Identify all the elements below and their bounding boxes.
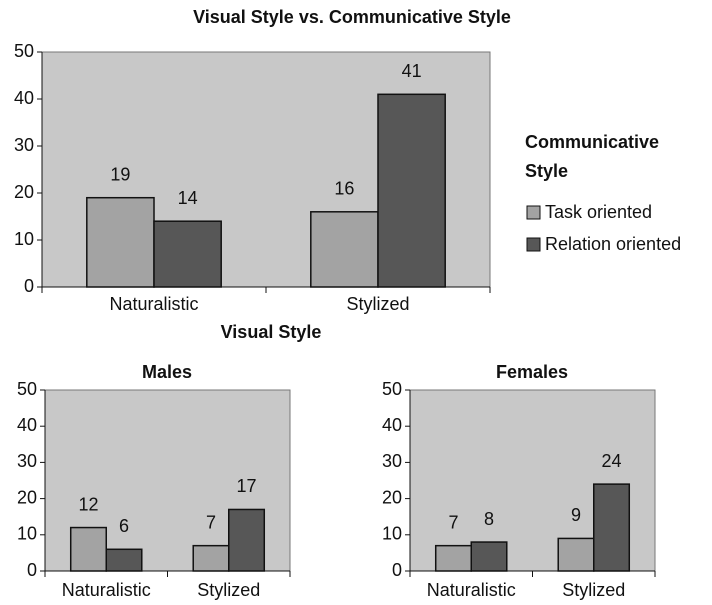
data-label: 6	[119, 516, 129, 536]
data-label: 19	[110, 164, 130, 184]
legend-title: Communicative Style	[525, 132, 664, 181]
bar	[377, 93, 446, 288]
y-tick-label: 20	[17, 487, 37, 507]
data-label: 12	[78, 494, 98, 514]
x-tick-label: Stylized	[346, 294, 409, 314]
y-tick-label: 50	[382, 379, 402, 399]
y-tick-label: 20	[382, 487, 402, 507]
bar	[153, 220, 222, 288]
chart-title: Females	[496, 362, 568, 382]
bar	[434, 544, 473, 572]
data-label: 17	[236, 476, 256, 496]
data-label: 14	[178, 188, 198, 208]
bar	[470, 541, 508, 572]
data-label: 7	[206, 512, 216, 532]
bar	[86, 196, 155, 288]
y-tick-label: 50	[14, 41, 34, 61]
legend-swatch	[526, 237, 541, 252]
data-label: 9	[571, 505, 581, 525]
bar	[310, 211, 379, 288]
bar	[192, 544, 230, 572]
y-tick-label: 30	[14, 135, 34, 155]
x-axis-label: Visual Style	[221, 322, 322, 342]
data-label: 7	[448, 512, 458, 532]
data-label: 16	[334, 179, 354, 199]
y-tick-label: 40	[14, 88, 34, 108]
y-tick-label: 10	[382, 524, 402, 544]
data-label: 8	[484, 509, 494, 529]
x-tick-label: Naturalistic	[427, 580, 516, 600]
bar	[593, 483, 631, 572]
y-tick-label: 10	[14, 229, 34, 249]
y-tick-label: 10	[17, 524, 37, 544]
bar	[69, 526, 107, 572]
legend-swatch	[526, 205, 541, 220]
x-tick-label: Stylized	[197, 580, 260, 600]
bar	[557, 537, 595, 572]
x-tick-label: Naturalistic	[109, 294, 198, 314]
y-tick-label: 40	[382, 415, 402, 435]
y-tick-label: 20	[14, 182, 34, 202]
bar	[228, 508, 266, 572]
data-label: 41	[402, 61, 422, 81]
chart-title: Visual Style vs. Communicative Style	[193, 7, 511, 27]
data-label: 24	[601, 451, 621, 471]
legend-label: Task oriented	[545, 202, 652, 222]
chart-title: Males	[142, 362, 192, 382]
y-tick-label: 0	[27, 560, 37, 580]
y-tick-label: 0	[392, 560, 402, 580]
legend-title-line: Communicative	[525, 132, 664, 152]
legend-title-line: Style	[525, 161, 568, 181]
x-tick-label: Naturalistic	[62, 580, 151, 600]
y-tick-label: 30	[17, 451, 37, 471]
y-tick-label: 50	[17, 379, 37, 399]
y-tick-label: 40	[17, 415, 37, 435]
legend-label: Relation oriented	[545, 234, 681, 254]
y-tick-label: 0	[24, 276, 34, 296]
bar	[105, 548, 143, 572]
y-tick-label: 30	[382, 451, 402, 471]
x-tick-label: Stylized	[562, 580, 625, 600]
